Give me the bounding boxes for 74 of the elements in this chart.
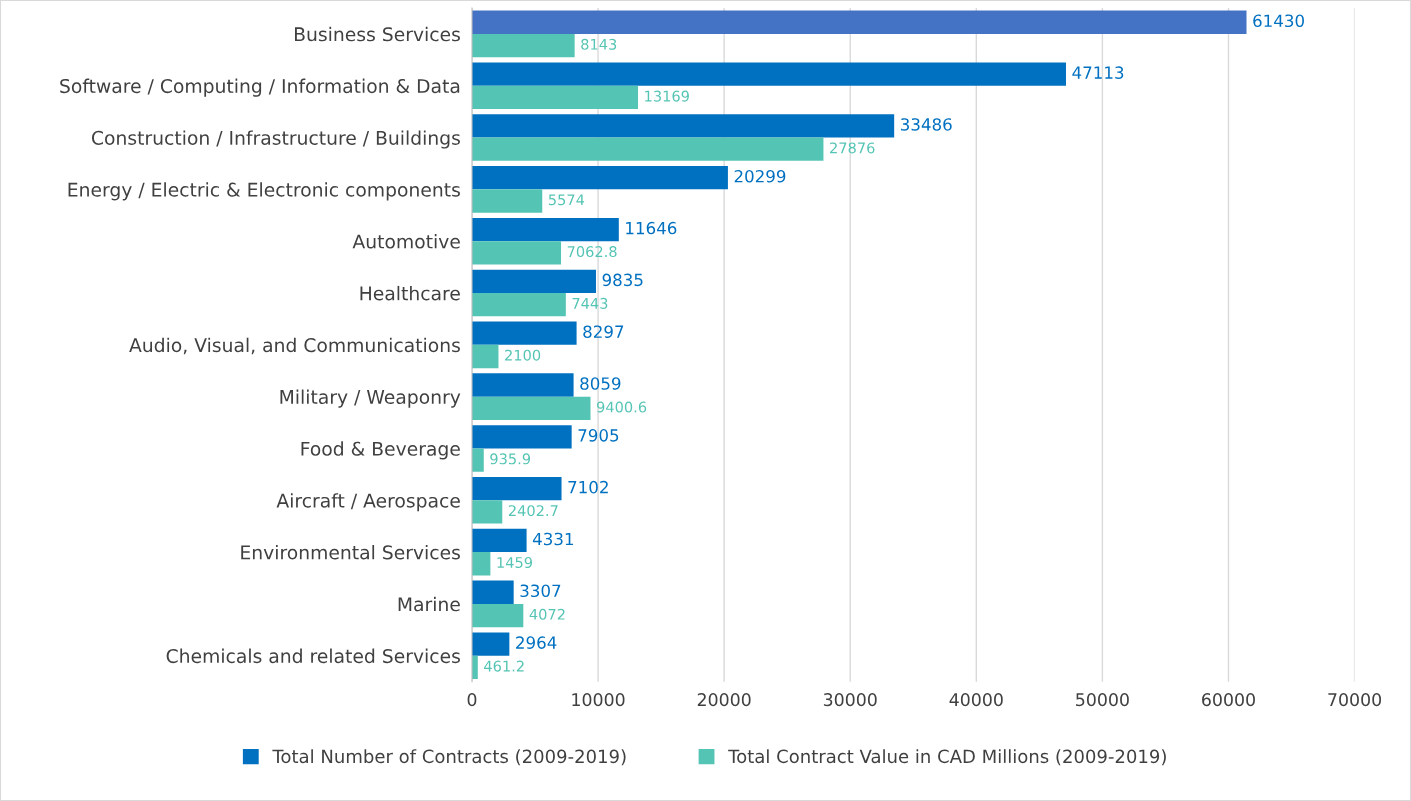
y-tick-label: Food & Beverage: [301, 441, 460, 460]
bar: [471, 114, 895, 138]
x-tick-label: 50000: [1076, 693, 1129, 707]
data-label: 27876: [830, 142, 875, 154]
y-tick-label: Software / Computing / Information & Data: [60, 78, 460, 97]
x-tick-label: 40000: [949, 693, 1003, 707]
bar: [471, 603, 524, 628]
x-tick-label: 20000: [697, 693, 751, 707]
x-tick-label: 30000: [823, 693, 877, 707]
bar: [471, 425, 572, 449]
bar: [471, 217, 619, 242]
data-label: 4331: [532, 532, 574, 546]
data-label: 33486: [901, 118, 952, 131]
bar: [471, 85, 639, 110]
data-label: 7062.8: [567, 246, 617, 258]
y-tick-label: Aircraft / Aerospace: [276, 493, 460, 512]
bar: [471, 269, 596, 294]
y-tick-label: Audio, Visual, and Communications: [129, 337, 460, 355]
data-label: 47113: [1072, 66, 1124, 79]
bar: [471, 580, 514, 604]
data-label: 8059: [580, 377, 621, 390]
bar: [471, 632, 510, 656]
bar: [471, 500, 503, 524]
bar: [471, 10, 1247, 34]
data-label: 61430: [1253, 14, 1304, 28]
data-label: 7443: [572, 297, 608, 309]
data-label: 11646: [626, 221, 677, 235]
y-tick-label: Business Services: [295, 26, 460, 42]
y-tick-label: Energy / Electric & Electronic components: [68, 182, 460, 201]
data-label: 1459: [497, 556, 533, 568]
data-label: 2964: [516, 636, 557, 649]
data-label: 9835: [602, 273, 643, 287]
data-label: 4072: [529, 608, 565, 620]
data-label: 3307: [520, 584, 561, 598]
bar: [471, 321, 577, 345]
bar: [471, 448, 484, 472]
bar: [471, 552, 491, 576]
data-label: 5574: [548, 194, 585, 206]
bar: [471, 62, 1066, 86]
x-tick-label: 0: [467, 693, 477, 707]
data-label: 935.9: [490, 453, 531, 465]
data-label: 8297: [583, 325, 624, 339]
y-tick-label: Chemicals and related Services: [166, 648, 460, 664]
y-tick-label: Healthcare: [360, 285, 460, 301]
y-tick-label: Environmental Services: [241, 544, 460, 560]
bar: [471, 344, 499, 369]
bar: [471, 396, 591, 420]
bar: [471, 189, 543, 213]
bar: [471, 293, 566, 317]
x-tick-label: 70000: [1328, 693, 1382, 707]
bar: [471, 476, 562, 501]
x-tick-label: 60000: [1202, 693, 1255, 707]
y-tick-label: Marine: [398, 596, 460, 612]
bar: [471, 373, 574, 397]
y-tick-label: Construction / Infrastructure / Buildings: [91, 130, 460, 149]
legend-label: Total Number of Contracts (2009-2019): [272, 749, 626, 766]
data-label: 9400.6: [596, 401, 647, 413]
data-label: 2100: [505, 349, 541, 361]
data-label: 7905: [578, 429, 619, 442]
bar: [471, 33, 575, 58]
data-label: 461.2: [484, 660, 524, 672]
data-label: 2402.7: [508, 505, 558, 517]
data-label: 8143: [581, 38, 617, 50]
data-label: 7102: [568, 480, 608, 494]
bar: [471, 241, 562, 265]
y-tick-label: Automotive: [352, 234, 460, 249]
legend-label: Total Contract Value in CAD Millions (2009-2019): [728, 749, 1166, 766]
bar: [471, 137, 824, 161]
x-tick-label: 10000: [572, 693, 625, 707]
data-label: 20299: [734, 169, 786, 183]
bar: [471, 166, 728, 190]
data-label: 13169: [645, 90, 689, 102]
bar: [471, 528, 527, 553]
y-tick-label: Military / Weaponry: [280, 389, 461, 408]
